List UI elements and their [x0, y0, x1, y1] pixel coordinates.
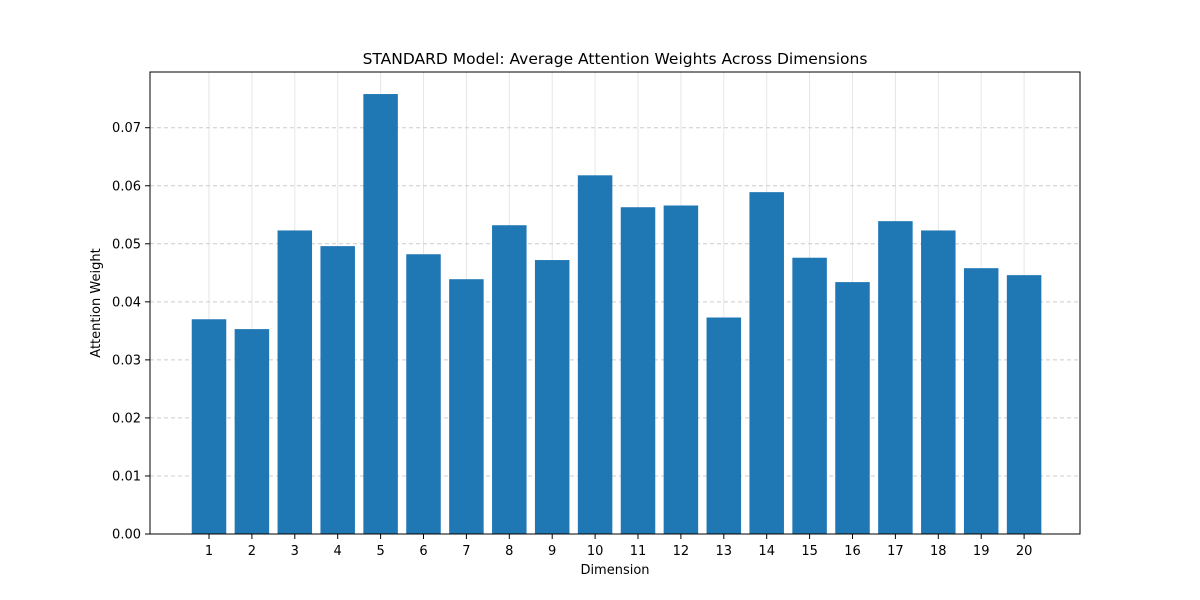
- y-tick-label: 0.05: [112, 237, 141, 252]
- x-tick-label: 7: [462, 544, 470, 559]
- plot-frame: [149, 71, 1081, 535]
- x-tick-label: 11: [630, 544, 647, 559]
- x-tick-label: 19: [973, 544, 990, 559]
- x-tick-label: 1: [205, 544, 213, 559]
- bar-11: [620, 207, 656, 534]
- x-tick-label: 14: [758, 544, 775, 559]
- bars: [191, 94, 1042, 535]
- bar-14: [749, 192, 784, 534]
- bar-6: [406, 254, 441, 535]
- y-tick-label: 0.01: [112, 469, 141, 484]
- x-tick-label: 20: [1016, 544, 1033, 559]
- y-tick-label: 0.04: [112, 295, 141, 310]
- bar-12: [663, 205, 699, 534]
- x-tick-label: 12: [673, 544, 690, 559]
- bar-18: [921, 230, 956, 534]
- x-axis: 1 2 3 4 5 6 7 8 9 10 11 12 13 14 15 16 17 18 19 20: [205, 534, 1033, 559]
- x-tick-label: 18: [930, 544, 947, 559]
- bar-7: [449, 279, 484, 534]
- chart-title: STANDARD Model: Average Attention Weight…: [363, 50, 868, 68]
- x-tick-label: 6: [419, 544, 427, 559]
- x-tick-label: 8: [505, 544, 513, 559]
- x-tick-label: 2: [248, 544, 256, 559]
- x-tick-label: 17: [887, 544, 904, 559]
- bar-8: [492, 225, 527, 534]
- x-tick-label: 3: [291, 544, 299, 559]
- bar-9: [534, 260, 570, 534]
- bar-5: [363, 94, 398, 535]
- bar-10: [577, 175, 613, 534]
- y-tick-label: 0.00: [112, 528, 141, 543]
- y-axis: 0.00 0.01 0.02 0.03 0.04 0.05 0.06 0.07: [112, 121, 150, 543]
- bar-17: [878, 221, 913, 534]
- x-tick-label: 9: [548, 544, 556, 559]
- bar-4: [320, 246, 355, 534]
- x-tick-label: 5: [376, 544, 384, 559]
- x-tick-label: 16: [844, 544, 861, 559]
- x-axis-label: Dimension: [580, 563, 649, 578]
- bar-3: [277, 230, 313, 534]
- bar-15: [792, 257, 827, 534]
- bar-1: [191, 319, 227, 534]
- x-tick-label: 4: [334, 544, 342, 559]
- x-tick-label: 13: [716, 544, 733, 559]
- y-tick-label: 0.02: [112, 411, 141, 426]
- y-axis-label: Attention Weight: [89, 248, 104, 357]
- x-tick-label: 10: [587, 544, 604, 559]
- bar-16: [835, 282, 870, 534]
- bar-19: [963, 268, 999, 534]
- y-tick-label: 0.07: [112, 121, 141, 136]
- bar-20: [1006, 275, 1042, 534]
- bar-13: [706, 317, 742, 534]
- y-tick-label: 0.03: [112, 353, 141, 368]
- x-tick-label: 15: [801, 544, 818, 559]
- bar-2: [234, 329, 270, 534]
- y-tick-label: 0.06: [112, 179, 141, 194]
